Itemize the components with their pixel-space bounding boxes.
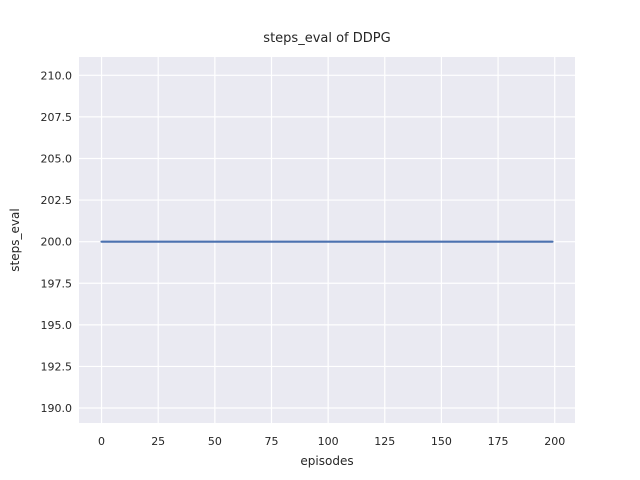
x-tick-label: 25	[151, 435, 165, 448]
y-tick-label: 197.5	[41, 277, 73, 290]
y-tick-label: 202.5	[41, 194, 73, 207]
x-tick-label: 175	[488, 435, 509, 448]
x-axis-label: episodes	[300, 454, 354, 468]
y-tick-label: 190.0	[41, 402, 73, 415]
y-tick-label: 192.5	[41, 360, 73, 373]
y-tick-label: 195.0	[41, 319, 73, 332]
chart-title: steps_eval of DDPG	[263, 31, 391, 46]
x-tick-label: 100	[318, 435, 339, 448]
y-tick-label: 200.0	[41, 236, 73, 249]
x-tick-label: 50	[208, 435, 222, 448]
y-axis-label: steps_eval	[8, 208, 22, 272]
x-tick-label: 75	[264, 435, 278, 448]
x-tick-label: 0	[98, 435, 105, 448]
y-tick-label: 205.0	[41, 152, 73, 165]
plot-area	[79, 57, 575, 423]
y-tick-label: 207.5	[41, 111, 73, 124]
x-tick-label: 125	[374, 435, 395, 448]
y-tick-label: 210.0	[41, 69, 73, 82]
x-tick-label: 200	[544, 435, 565, 448]
x-tick-label: 150	[431, 435, 452, 448]
